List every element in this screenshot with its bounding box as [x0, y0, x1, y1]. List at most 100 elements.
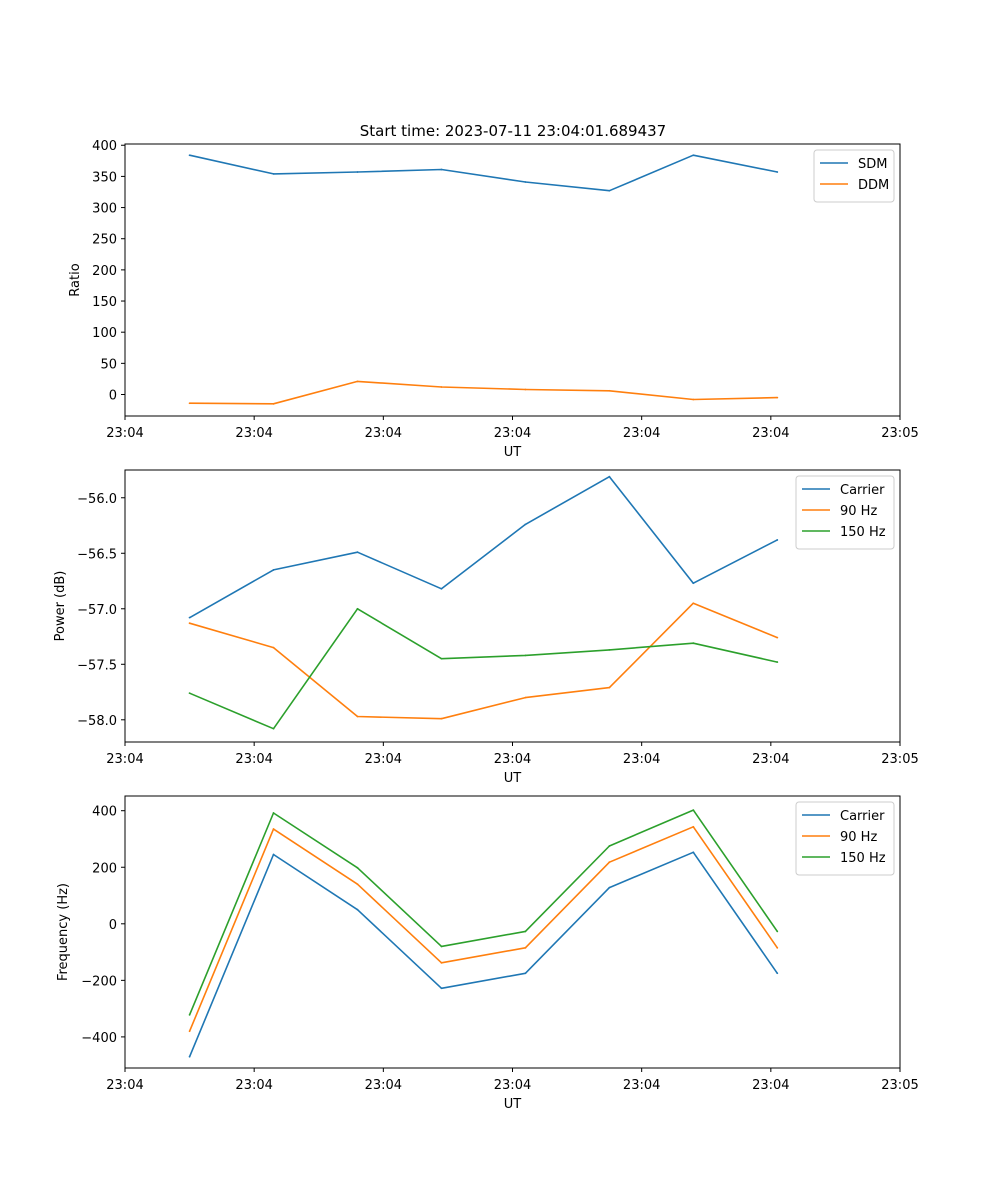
data-point	[188, 692, 191, 695]
data-point	[692, 602, 695, 605]
series-line	[189, 607, 778, 730]
data-point	[188, 622, 191, 625]
data-point	[776, 946, 779, 949]
series-line	[189, 154, 778, 192]
data-point	[440, 987, 443, 990]
data-point	[524, 972, 527, 975]
data-point	[272, 402, 275, 405]
x-tick-label: 23:04	[235, 426, 272, 441]
data-point	[692, 851, 695, 854]
data-point	[356, 866, 359, 869]
data-point	[356, 908, 359, 911]
data-point	[608, 686, 611, 689]
data-point	[188, 1013, 191, 1016]
y-axis-label: Ratio	[68, 263, 83, 296]
y-tick-label: 200	[92, 264, 117, 279]
legend-label: SDM	[858, 157, 887, 172]
data-point	[692, 825, 695, 828]
x-tick-label: 23:04	[494, 752, 531, 767]
y-tick-label: 200	[92, 861, 117, 876]
series-sdm	[188, 154, 779, 192]
x-tick-label: 23:04	[106, 752, 143, 767]
series-line	[188, 825, 778, 1032]
data-point	[524, 523, 527, 526]
data-point	[692, 398, 695, 401]
series-line	[189, 475, 778, 619]
data-point	[608, 389, 611, 392]
data-point	[272, 646, 275, 649]
y-tick-label: 400	[92, 139, 117, 154]
legend-label: 90 Hz	[840, 504, 877, 519]
data-point	[776, 171, 779, 173]
legend-label: Carrier	[840, 809, 885, 824]
axes-frame	[124, 143, 901, 417]
y-tick-label: −58.0	[77, 714, 117, 729]
data-point	[272, 173, 275, 175]
x-tick-label: 23:04	[106, 426, 143, 441]
data-point	[524, 696, 527, 699]
y-tick-label: −56.5	[77, 547, 117, 562]
series-carrier	[188, 851, 779, 1058]
x-tick-label: 23:04	[365, 426, 402, 441]
data-point	[440, 587, 443, 590]
series-carrier	[188, 475, 779, 619]
data-point	[356, 380, 359, 383]
data-point	[776, 972, 779, 975]
y-tick-label: 50	[100, 357, 117, 372]
legend: SDM DDM	[813, 149, 895, 203]
data-point	[524, 181, 527, 183]
data-point	[188, 1055, 191, 1058]
series-90-hz	[188, 825, 779, 1033]
y-tick-label: 250	[92, 233, 117, 248]
x-tick-label: 23:05	[881, 426, 918, 441]
figure-title: Start time: 2023-07-11 23:04:01.689437	[360, 122, 666, 140]
series-line	[188, 809, 778, 1016]
data-point	[356, 715, 359, 718]
chart-panel-2: 23:04 23:04 23:04 23:04 23:04 23:04 23:05 −58.0…	[53, 469, 919, 786]
y-tick-label: 0	[109, 918, 117, 933]
legend-label: 150 Hz	[840, 851, 886, 866]
x-tick-label: 23:05	[881, 752, 918, 767]
data-point	[692, 642, 695, 645]
data-point	[524, 388, 527, 391]
legend-label: Carrier	[840, 483, 885, 498]
series-line	[188, 851, 778, 1058]
data-point	[188, 616, 191, 619]
data-point	[356, 171, 359, 173]
series-150-hz	[188, 809, 779, 1016]
data-point	[188, 154, 191, 157]
data-point	[188, 402, 191, 405]
data-point	[440, 168, 443, 171]
x-tick-label: 23:04	[365, 752, 402, 767]
data-point	[272, 569, 275, 571]
legend-label: DDM	[858, 178, 889, 193]
data-point	[608, 861, 611, 864]
x-tick-label: 23:04	[623, 426, 660, 441]
chart-panel-3: 23:04 23:04 23:04 23:04 23:04 23:04 23:05 −400 −…	[56, 795, 919, 1112]
series-line	[189, 380, 778, 405]
data-point	[356, 551, 359, 554]
data-point	[608, 648, 611, 651]
data-point	[776, 636, 779, 639]
x-tick-label: 23:04	[365, 1078, 402, 1093]
data-point	[608, 475, 611, 478]
data-point	[776, 396, 779, 399]
x-axis-label: UT	[504, 445, 522, 460]
chart-panel-1: 23:04 23:04 23:04 23:04 23:04 23:04 23:05 0 50 10…	[68, 139, 919, 460]
data-point	[692, 582, 695, 585]
data-point	[776, 661, 779, 663]
data-point	[524, 654, 527, 657]
x-tick-label: 23:05	[881, 1078, 918, 1093]
y-axis-label: Frequency (Hz)	[56, 883, 71, 981]
data-point	[356, 883, 359, 886]
data-point	[440, 386, 443, 388]
y-tick-label: −56.0	[77, 492, 117, 507]
x-tick-label: 23:04	[752, 1078, 789, 1093]
series-ddm	[188, 380, 779, 405]
y-tick-label: 350	[92, 170, 117, 185]
x-axis-label: UT	[504, 1097, 522, 1112]
data-point	[692, 809, 695, 812]
y-tick-label: −200	[81, 974, 117, 989]
y-tick-label: −57.5	[77, 658, 117, 673]
x-tick-label: 23:04	[623, 752, 660, 767]
